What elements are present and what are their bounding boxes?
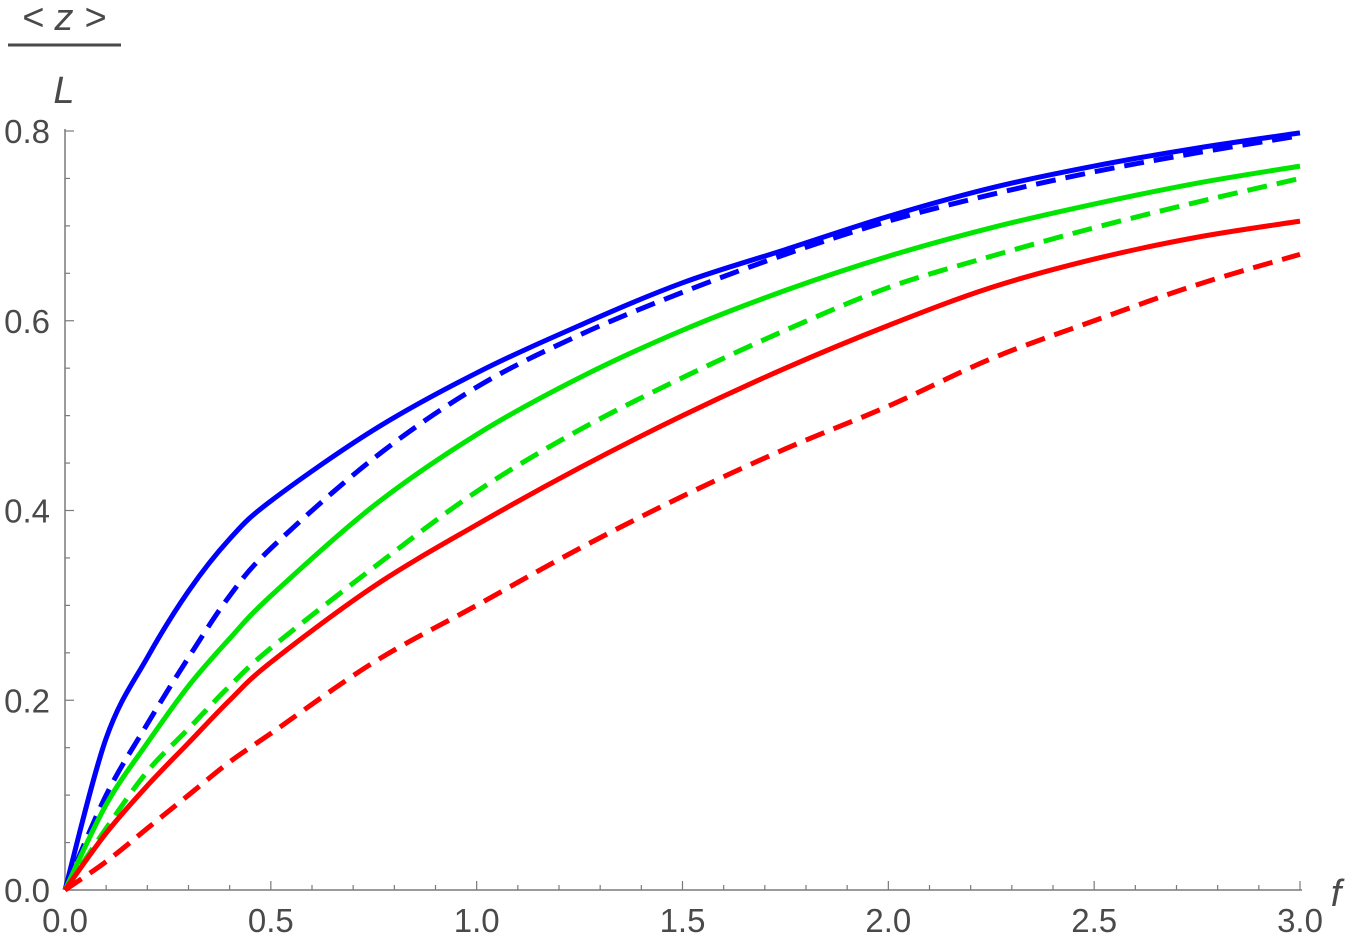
- x-tick-label: 2.0: [865, 902, 911, 939]
- x-axis-title: f: [1331, 873, 1345, 915]
- x-tick-label: 1.5: [660, 902, 706, 939]
- y-tick-label: 0.2: [4, 682, 50, 719]
- x-tick-label: 0.5: [248, 902, 294, 939]
- y-tick-label: 0.6: [4, 303, 50, 340]
- y-tick-label: 0.4: [4, 493, 50, 530]
- series-green-dashed: [62, 176, 1301, 892]
- series-green-solid: [62, 163, 1301, 892]
- x-tick-label: 3.0: [1277, 902, 1323, 939]
- y-axis-title-denominator: L: [53, 70, 74, 112]
- series-red-solid: [62, 218, 1301, 892]
- y-tick-label: 0.0: [4, 872, 50, 909]
- series-layer: [62, 130, 1301, 893]
- series-blue-solid: [62, 130, 1301, 891]
- series-red-dashed: [63, 251, 1301, 893]
- x-tick-label: 1.0: [454, 902, 500, 939]
- axis-labels: 0.0 0.5 1.0 1.5 2.0 2.5 3.0 0.0 0.2 0.4 0.6 0.8 f < z…: [4, 0, 1345, 939]
- y-tick-label: 0.8: [4, 113, 50, 150]
- x-tick-label: 2.5: [1071, 902, 1117, 939]
- series-blue-dashed: [62, 133, 1301, 891]
- axes: [64, 129, 1302, 891]
- x-tick-label: 0.0: [42, 902, 88, 939]
- y-axis-title-numerator: < z >: [22, 0, 107, 39]
